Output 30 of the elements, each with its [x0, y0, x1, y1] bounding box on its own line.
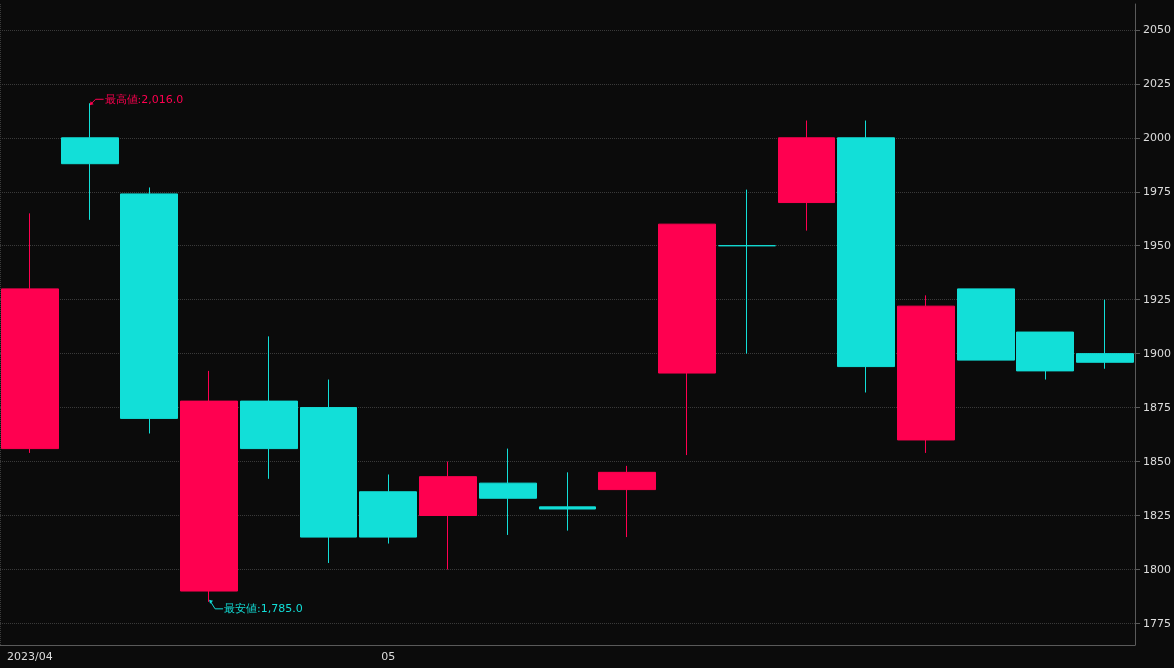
candlestick [598, 465, 656, 538]
y-tick-label: 1925 [1143, 293, 1171, 307]
x-tick-label: 05 [381, 650, 396, 663]
x-tick-label: 2023/04 [7, 650, 53, 663]
y-tick-label: 2000 [1143, 131, 1171, 145]
candlestick [658, 223, 716, 456]
candlestick [539, 471, 596, 532]
candlestick [419, 461, 477, 570]
y-tick-label: 1825 [1143, 509, 1171, 523]
candlestick [1, 212, 59, 454]
y-tick-label: 1900 [1143, 347, 1171, 361]
y-tick-label: 1975 [1143, 185, 1171, 199]
candlestick [479, 448, 537, 536]
y-tick-label: 1875 [1143, 401, 1171, 415]
annotation: 最安値:1,785.0 [224, 602, 303, 616]
y-tick-label: 1775 [1143, 616, 1171, 630]
candlestick [897, 294, 955, 454]
y-tick-label: 1950 [1143, 239, 1171, 253]
candlestick [837, 120, 895, 393]
candlestick [240, 335, 298, 480]
candlestick [718, 189, 776, 355]
y-tick-label: 2050 [1143, 23, 1171, 37]
y-tick-label: 1850 [1143, 455, 1171, 469]
y-tick-label: 1800 [1143, 562, 1171, 576]
y-tick-label: 2025 [1143, 77, 1171, 91]
candlestick [359, 474, 417, 545]
candlestick [300, 379, 357, 564]
annotation: 最高値:2,016.0 [104, 92, 184, 106]
candlestick [120, 186, 178, 434]
candlestick [778, 120, 835, 232]
